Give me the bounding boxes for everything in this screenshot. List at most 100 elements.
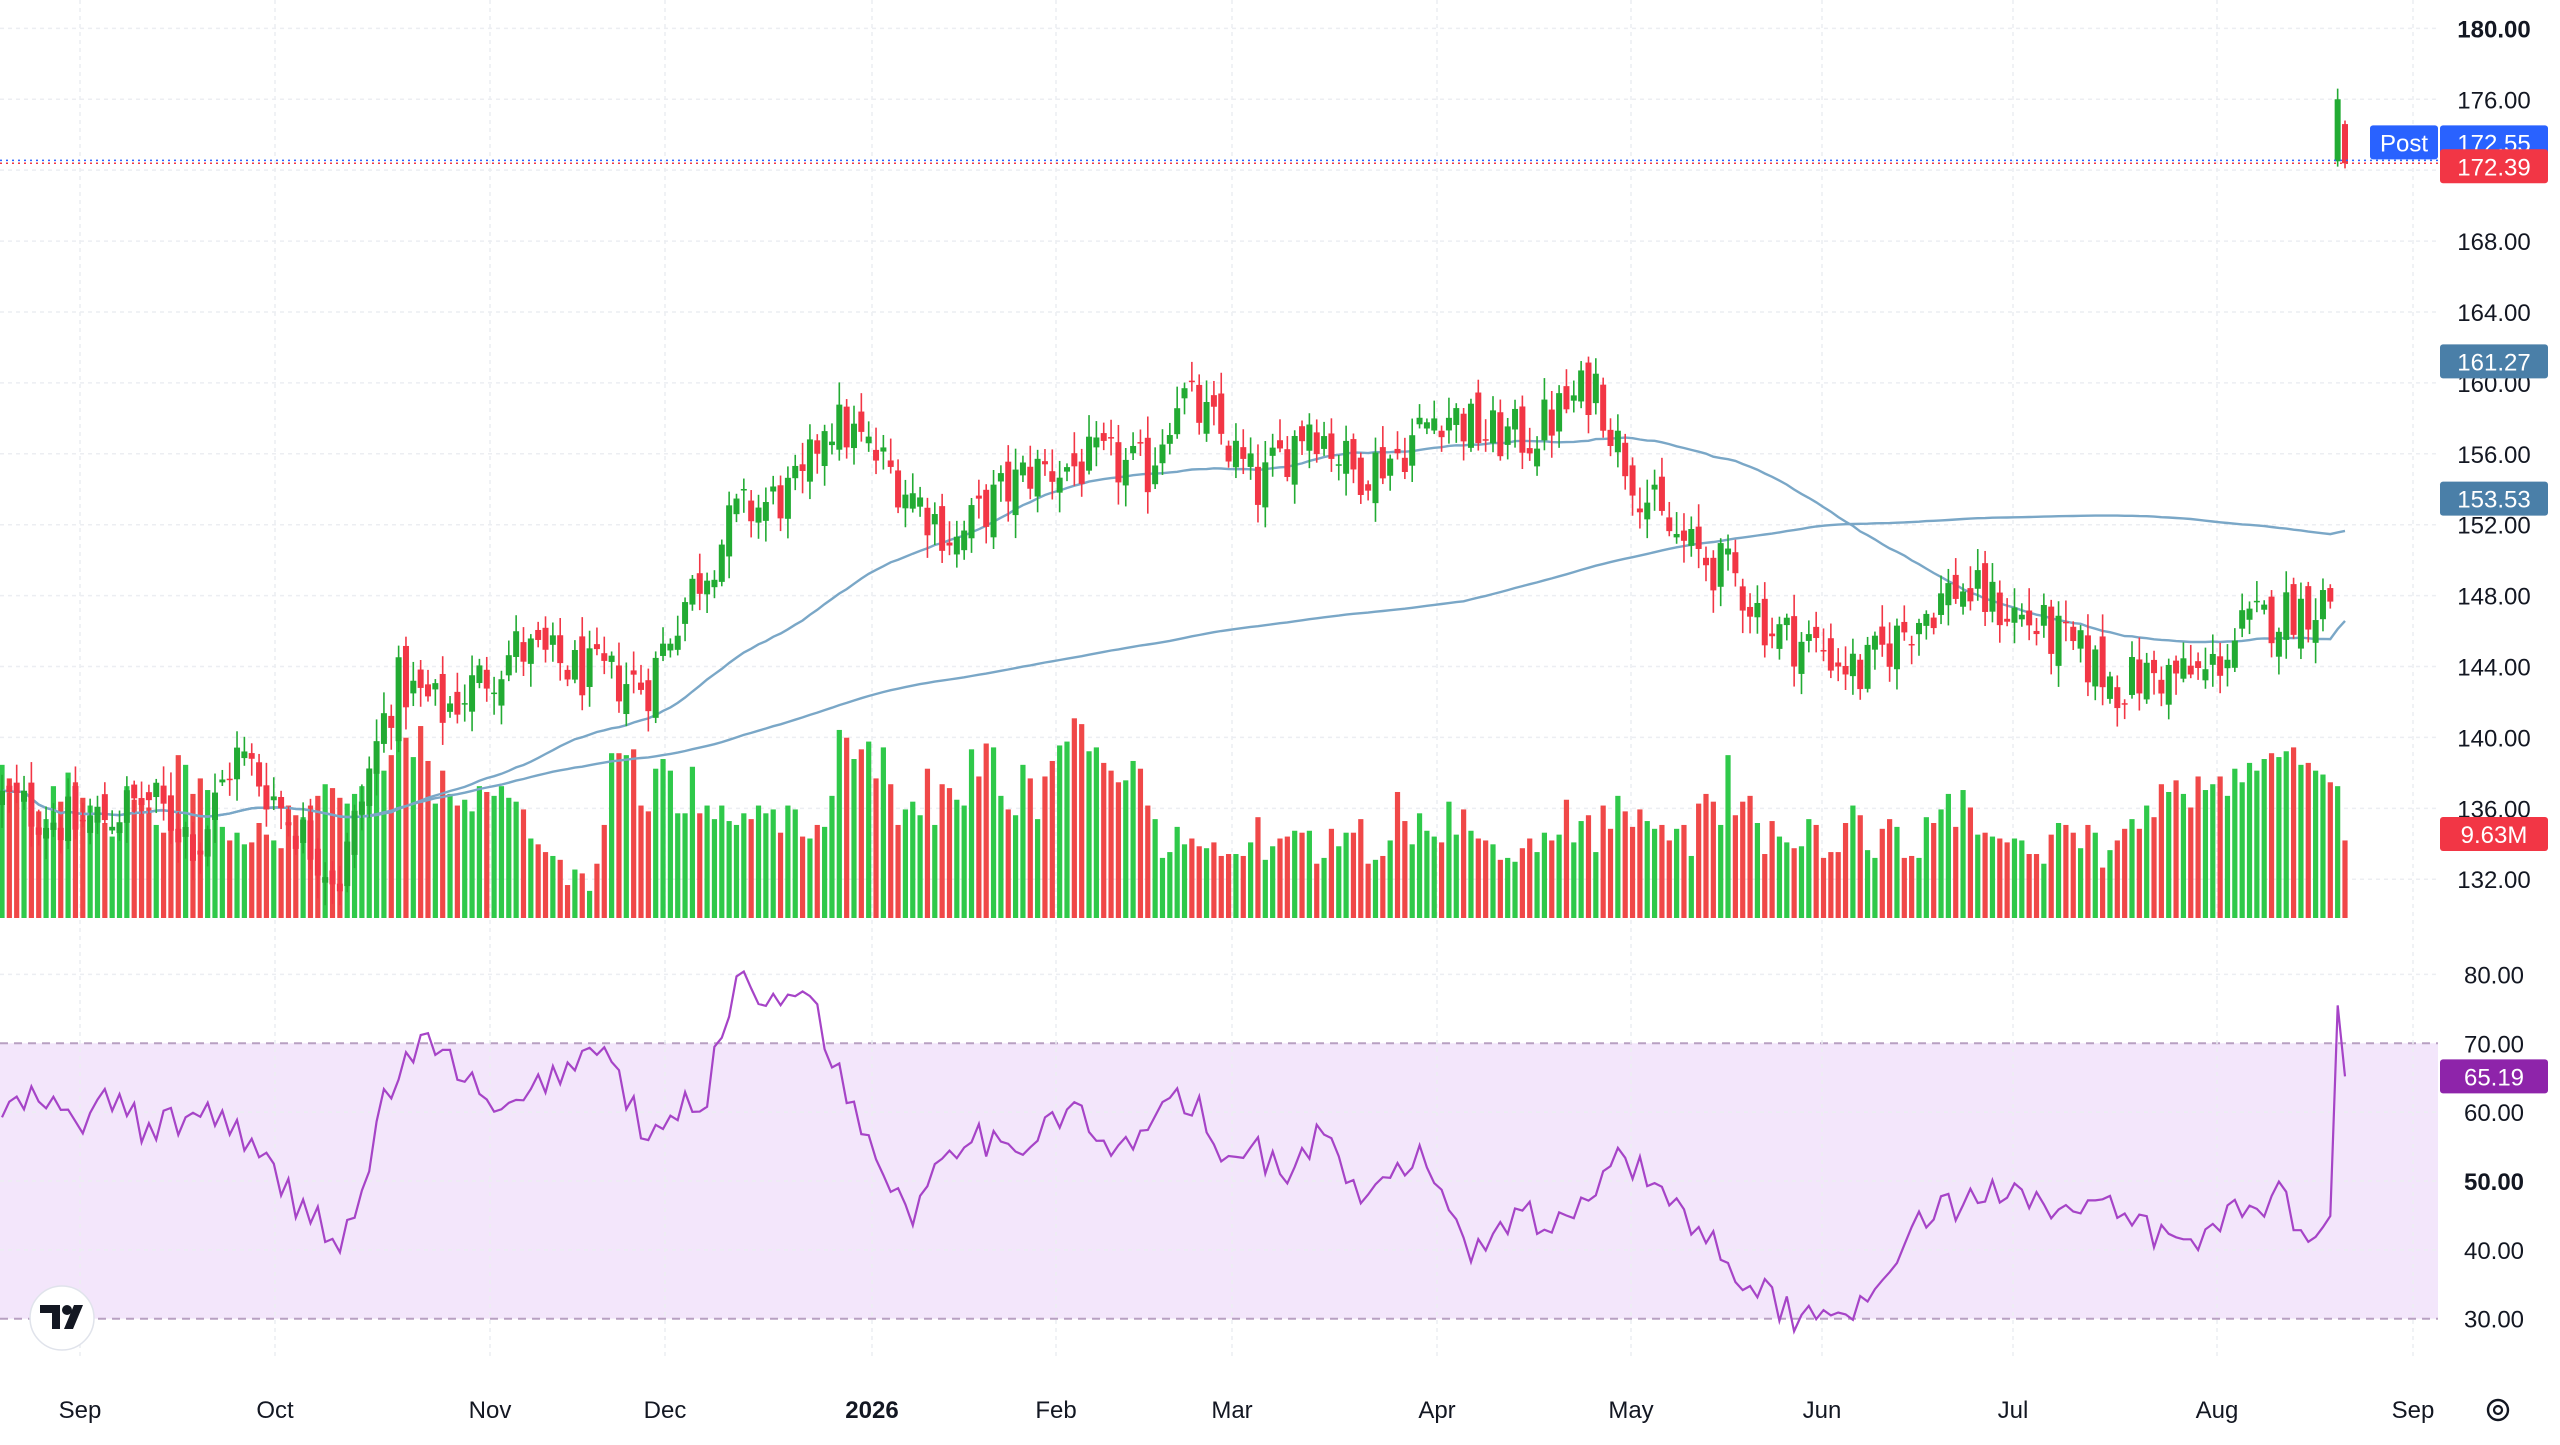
candle-body — [520, 642, 527, 662]
price-candles[interactable] — [0, 88, 2438, 906]
volume-bar — [1864, 850, 1871, 918]
volume-bar — [528, 838, 534, 918]
time-axis-label: May — [1608, 1397, 1653, 1424]
volume-bar — [1012, 815, 1019, 918]
volume-bar — [1225, 854, 1232, 918]
candle-body — [858, 411, 865, 432]
candle-body — [792, 465, 799, 479]
candle-body — [1365, 484, 1372, 491]
volume-bar — [1798, 846, 1805, 918]
candle-body — [94, 806, 101, 823]
candle-body — [1600, 384, 1607, 431]
volume-bar — [1754, 823, 1761, 918]
candle-body — [314, 848, 321, 876]
volume-bar — [1776, 836, 1783, 918]
time-axis-label: Sep — [2392, 1397, 2435, 1424]
candle-body — [447, 703, 454, 712]
candle-body — [1291, 435, 1298, 485]
candle-body — [43, 827, 50, 839]
candle-body — [1335, 464, 1342, 466]
volume-bar — [814, 824, 820, 918]
candle-body — [2070, 626, 2077, 642]
candle-body — [1805, 634, 1812, 641]
candle-body — [1196, 384, 1203, 423]
rsi-tick-label: 50.00 — [2464, 1169, 2524, 1196]
volume-bar — [87, 805, 93, 918]
volume-bar — [1688, 855, 1694, 918]
candle-body — [1019, 462, 1026, 476]
candle-body — [50, 822, 57, 830]
candle-body — [101, 794, 108, 821]
volume-bar — [1203, 848, 1210, 918]
volume-bar — [1145, 805, 1151, 918]
time-axis-label: Oct — [256, 1397, 294, 1424]
candle-body — [615, 665, 622, 702]
candle-body — [1703, 557, 1709, 566]
volume-bar — [2092, 832, 2098, 918]
volume-bar — [667, 770, 673, 918]
candle-body — [851, 423, 857, 449]
candle-body — [1467, 403, 1474, 448]
candle-body — [895, 470, 902, 508]
candle-body — [2297, 598, 2304, 649]
volume-bar — [256, 823, 262, 918]
volume-bar — [1644, 821, 1650, 918]
volume-bar — [682, 813, 688, 918]
candle-body — [2136, 659, 2143, 694]
volume-bar — [1887, 819, 1893, 918]
volume-bar — [484, 791, 490, 918]
candle-body — [623, 684, 630, 715]
candle-body — [1409, 435, 1416, 466]
volume-bar — [212, 815, 218, 918]
candle-body — [454, 691, 461, 715]
candle-body — [1181, 388, 1188, 399]
candle-body — [417, 669, 424, 688]
candle-body — [1313, 432, 1320, 455]
volume-bar — [1828, 852, 1834, 918]
candle-body — [1739, 586, 1746, 611]
rsi-tick-label: 70.00 — [2464, 1031, 2524, 1058]
candle-body — [1159, 444, 1166, 464]
volume-bar — [469, 811, 475, 918]
volume-bar — [983, 743, 989, 918]
volume-bar — [1211, 842, 1217, 918]
volume-bar — [396, 729, 402, 918]
candle-body — [1519, 406, 1526, 453]
candle-body — [762, 502, 769, 521]
volume-bar — [2342, 840, 2348, 918]
volume-bar — [109, 836, 115, 918]
volume-bar — [1791, 848, 1797, 918]
ma-short-label: 161.27 — [2457, 349, 2530, 376]
volume-bar — [102, 823, 108, 918]
candle-body — [535, 629, 542, 640]
volume-bar — [1505, 857, 1511, 918]
candle-body — [997, 473, 1004, 482]
volume-bar — [1255, 817, 1261, 918]
volume-bar — [653, 768, 659, 918]
candle-body — [983, 489, 990, 527]
volume-bar — [2298, 764, 2304, 918]
candle-body — [1666, 517, 1673, 532]
volume-bar — [1718, 824, 1724, 918]
tradingview-logo[interactable] — [29, 1285, 95, 1351]
candle-body — [2099, 636, 2106, 688]
candle-body — [2239, 610, 2246, 629]
volume-bar — [910, 801, 916, 918]
rsi-value-label-bg — [2440, 1059, 2548, 1094]
volume-bar — [1380, 855, 1386, 918]
candle-body — [13, 782, 20, 794]
volume-bar — [822, 826, 828, 918]
volume-bar — [792, 809, 798, 918]
candle-body — [806, 439, 813, 482]
candle-body — [917, 497, 924, 507]
settings-icon[interactable] — [2486, 1398, 2510, 1422]
candle-body — [1842, 665, 1849, 675]
volume-bar — [2173, 780, 2179, 918]
candle-body — [182, 827, 189, 837]
candle-body — [300, 819, 307, 843]
time-axis-label: Mar — [1211, 1397, 1252, 1424]
candle-body — [1622, 442, 1629, 477]
